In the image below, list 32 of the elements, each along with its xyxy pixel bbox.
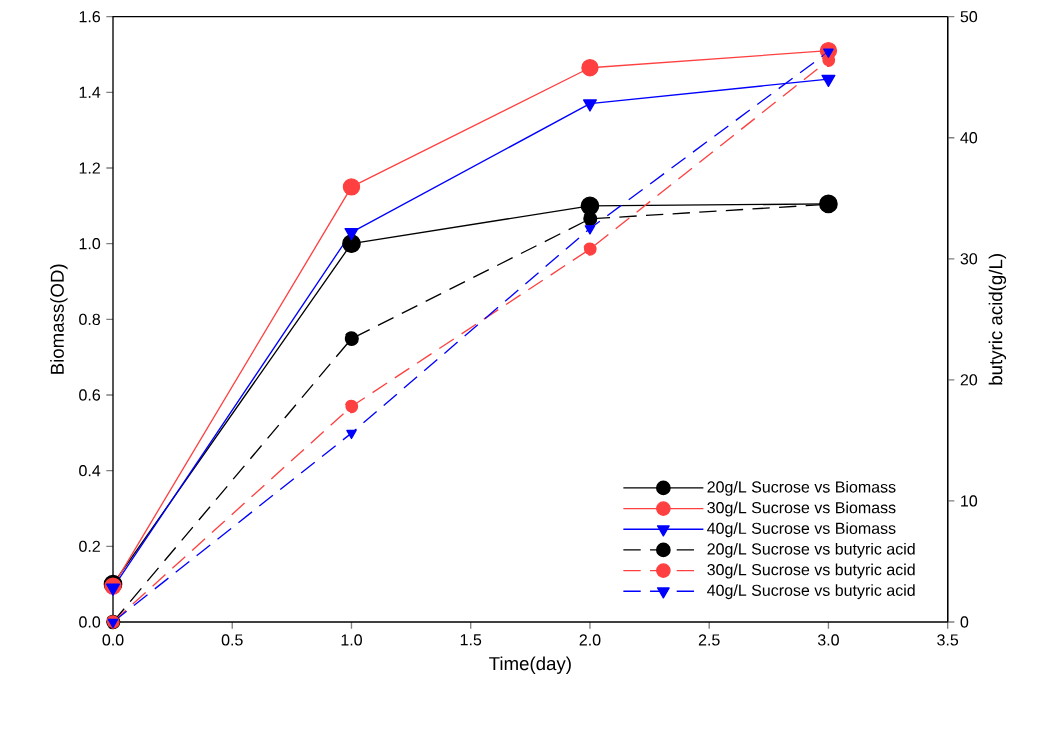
legend-label: 30g/L Sucrose vs butyric acid — [707, 563, 915, 579]
y-tick-label: 0.2 — [79, 540, 100, 553]
y2-tick-label: 20 — [960, 374, 978, 386]
y2-tick-label: 40 — [960, 132, 978, 144]
y-tick-label: 1.0 — [79, 238, 101, 250]
x-tick-label: 0.0 — [102, 634, 124, 646]
legend-label: 20g/L Sucrose vs Biomass — [707, 481, 896, 497]
y2-tick-label: 10 — [961, 495, 978, 507]
y-tick-label: 1.6 — [79, 11, 101, 23]
x-tick-label: 1.5 — [460, 634, 482, 646]
y2-axis-title: butyric acid(g/L) — [988, 254, 1007, 385]
x-axis-title: Time(day) — [489, 656, 571, 675]
legend-label: 20g/L Sucrose vs butyric acid — [707, 543, 915, 559]
y-axis-title: Biomass(OD) — [50, 264, 68, 374]
y-tick-label: 1.2 — [79, 162, 100, 174]
y-tick-label: 0.6 — [79, 389, 101, 401]
x-tick-label: 2.5 — [698, 634, 720, 646]
y-tick-label: 1.4 — [79, 87, 101, 98]
x-tick-label: 3.5 — [937, 634, 959, 646]
legend-label: 30g/L Sucrose vs Biomass — [707, 501, 896, 517]
y2-tick-label: 30 — [960, 253, 978, 265]
y-tick-label: 0.8 — [79, 313, 101, 326]
legend-label: 40g/L Sucrose vs Biomass — [707, 522, 896, 538]
x-tick-label: 0.5 — [221, 634, 243, 646]
y2-tick-label: 50 — [960, 11, 978, 23]
x-tick-label: 1.0 — [341, 634, 362, 646]
legend-label: 40g/L Sucrose vs butyric acid — [707, 584, 915, 600]
x-tick-label: 2.0 — [579, 634, 601, 646]
y-tick-label: 0.4 — [79, 465, 101, 477]
x-tick-label: 3.0 — [817, 634, 839, 646]
y-tick-label: 0.0 — [79, 616, 101, 628]
y2-tick-label: 0 — [960, 616, 969, 628]
